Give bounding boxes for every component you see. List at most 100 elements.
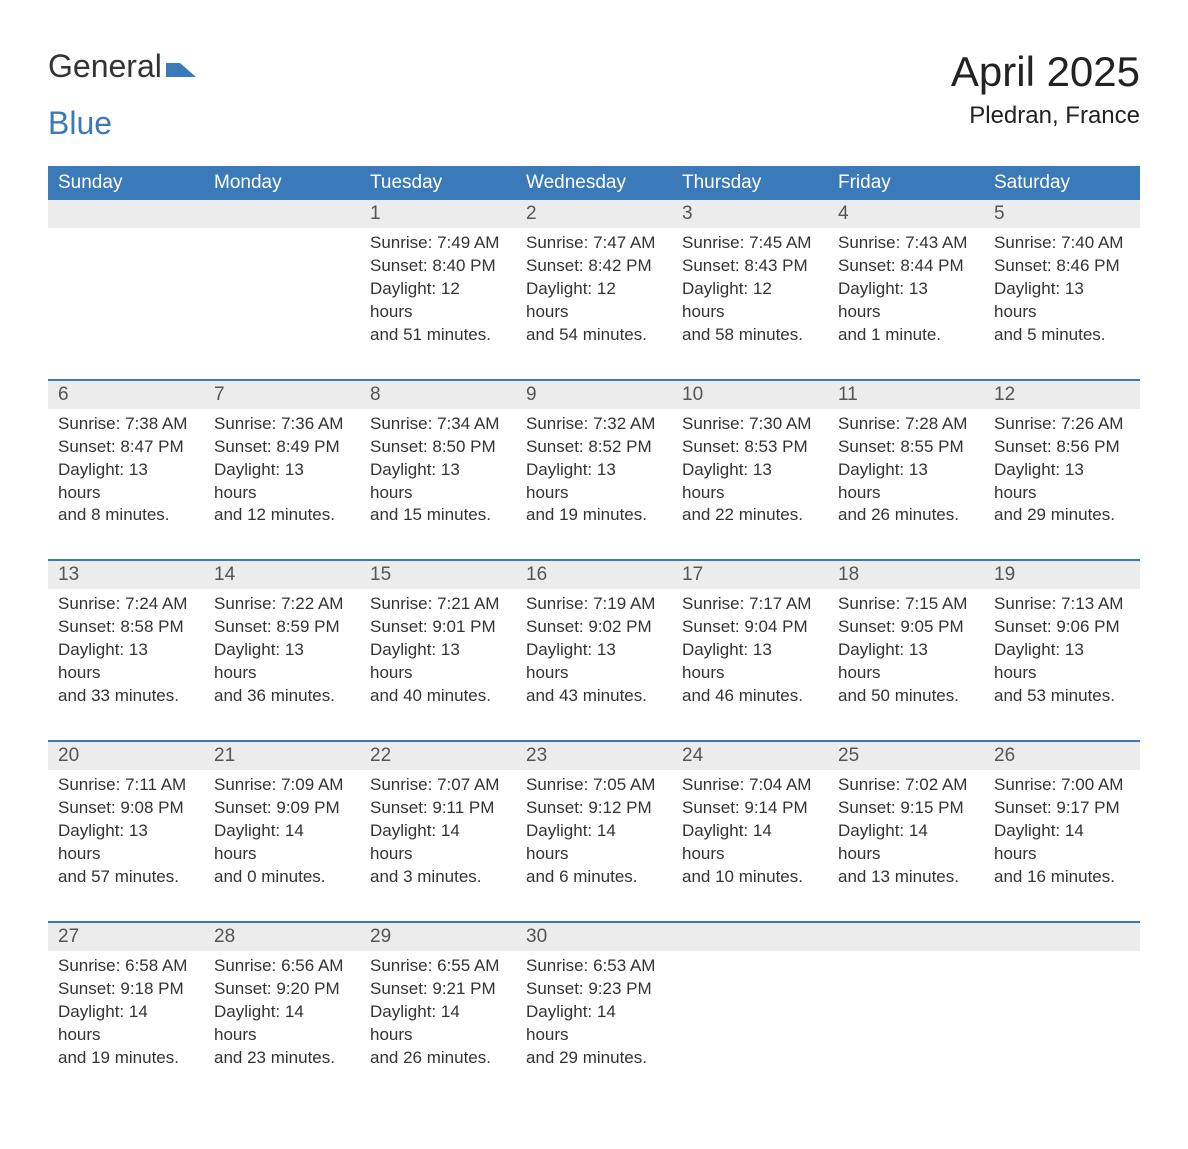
day-daylight1: Daylight: 14 hours (370, 820, 506, 866)
day-daylight1: Daylight: 14 hours (214, 820, 350, 866)
weekday-label: Wednesday (516, 166, 672, 200)
day-daylight1: Daylight: 13 hours (994, 639, 1130, 685)
day-sunset: Sunset: 9:21 PM (370, 978, 506, 1001)
logo: General Blue (48, 48, 196, 142)
day-sunset: Sunset: 8:58 PM (58, 616, 194, 639)
day-daylight1: Daylight: 13 hours (682, 459, 818, 505)
day-cell: Sunrise: 7:40 AMSunset: 8:46 PMDaylight:… (984, 228, 1140, 351)
day-cell: Sunrise: 7:38 AMSunset: 8:47 PMDaylight:… (48, 409, 204, 532)
day-daylight1: Daylight: 13 hours (214, 459, 350, 505)
day-daylight1: Daylight: 13 hours (58, 459, 194, 505)
day-sunset: Sunset: 9:08 PM (58, 797, 194, 820)
day-sunrise: Sunrise: 7:19 AM (526, 593, 662, 616)
day-daylight1: Daylight: 13 hours (682, 639, 818, 685)
day-number: 16 (516, 561, 672, 589)
day-cell: Sunrise: 7:26 AMSunset: 8:56 PMDaylight:… (984, 409, 1140, 532)
day-cell: Sunrise: 7:30 AMSunset: 8:53 PMDaylight:… (672, 409, 828, 532)
day-sunrise: Sunrise: 7:36 AM (214, 413, 350, 436)
day-cell (828, 951, 984, 1074)
day-cell: Sunrise: 7:43 AMSunset: 8:44 PMDaylight:… (828, 228, 984, 351)
day-cell (672, 951, 828, 1074)
day-sunset: Sunset: 9:17 PM (994, 797, 1130, 820)
day-daylight2: and 43 minutes. (526, 685, 662, 708)
day-sunrise: Sunrise: 7:28 AM (838, 413, 974, 436)
day-cell: Sunrise: 7:49 AMSunset: 8:40 PMDaylight:… (360, 228, 516, 351)
weekday-label: Tuesday (360, 166, 516, 200)
day-daylight1: Daylight: 13 hours (994, 459, 1130, 505)
day-daylight2: and 12 minutes. (214, 504, 350, 527)
day-daylight2: and 19 minutes. (58, 1047, 194, 1070)
day-cell (204, 228, 360, 351)
day-number: 4 (828, 200, 984, 228)
day-daylight1: Daylight: 12 hours (370, 278, 506, 324)
weeks-container: 12345Sunrise: 7:49 AMSunset: 8:40 PMDayl… (48, 200, 1140, 1101)
day-number: 6 (48, 381, 204, 409)
day-cell: Sunrise: 7:07 AMSunset: 9:11 PMDaylight:… (360, 770, 516, 893)
day-sunset: Sunset: 9:15 PM (838, 797, 974, 820)
day-sunset: Sunset: 8:40 PM (370, 255, 506, 278)
day-daylight2: and 15 minutes. (370, 504, 506, 527)
day-sunset: Sunset: 9:18 PM (58, 978, 194, 1001)
day-sunset: Sunset: 9:06 PM (994, 616, 1130, 639)
day-number: 15 (360, 561, 516, 589)
day-cell: Sunrise: 6:55 AMSunset: 9:21 PMDaylight:… (360, 951, 516, 1074)
day-daylight1: Daylight: 13 hours (214, 639, 350, 685)
day-daylight2: and 3 minutes. (370, 866, 506, 889)
day-number (828, 923, 984, 951)
day-cell: Sunrise: 7:04 AMSunset: 9:14 PMDaylight:… (672, 770, 828, 893)
day-daylight2: and 26 minutes. (370, 1047, 506, 1070)
day-daylight2: and 50 minutes. (838, 685, 974, 708)
day-daylight1: Daylight: 13 hours (370, 639, 506, 685)
day-sunset: Sunset: 8:49 PM (214, 436, 350, 459)
content-row: Sunrise: 7:11 AMSunset: 9:08 PMDaylight:… (48, 770, 1140, 921)
day-daylight1: Daylight: 13 hours (838, 278, 974, 324)
day-cell: Sunrise: 6:58 AMSunset: 9:18 PMDaylight:… (48, 951, 204, 1074)
day-daylight2: and 13 minutes. (838, 866, 974, 889)
day-number: 27 (48, 923, 204, 951)
day-daylight1: Daylight: 13 hours (370, 459, 506, 505)
day-sunrise: Sunrise: 7:30 AM (682, 413, 818, 436)
day-sunset: Sunset: 9:04 PM (682, 616, 818, 639)
day-sunrise: Sunrise: 7:24 AM (58, 593, 194, 616)
day-cell: Sunrise: 7:45 AMSunset: 8:43 PMDaylight:… (672, 228, 828, 351)
day-sunset: Sunset: 8:59 PM (214, 616, 350, 639)
day-cell: Sunrise: 6:56 AMSunset: 9:20 PMDaylight:… (204, 951, 360, 1074)
day-sunrise: Sunrise: 7:22 AM (214, 593, 350, 616)
weekday-header-row: SundayMondayTuesdayWednesdayThursdayFrid… (48, 166, 1140, 200)
day-cell: Sunrise: 7:21 AMSunset: 9:01 PMDaylight:… (360, 589, 516, 712)
logo-text-1: General (48, 48, 162, 84)
day-sunset: Sunset: 8:56 PM (994, 436, 1130, 459)
day-cell: Sunrise: 7:00 AMSunset: 9:17 PMDaylight:… (984, 770, 1140, 893)
day-number: 14 (204, 561, 360, 589)
day-daylight1: Daylight: 12 hours (526, 278, 662, 324)
day-sunset: Sunset: 9:05 PM (838, 616, 974, 639)
day-daylight1: Daylight: 13 hours (58, 639, 194, 685)
day-daylight2: and 36 minutes. (214, 685, 350, 708)
day-number: 13 (48, 561, 204, 589)
day-sunrise: Sunrise: 7:04 AM (682, 774, 818, 797)
day-number: 29 (360, 923, 516, 951)
day-sunset: Sunset: 9:09 PM (214, 797, 350, 820)
day-daylight2: and 16 minutes. (994, 866, 1130, 889)
day-daylight1: Daylight: 14 hours (994, 820, 1130, 866)
day-daylight2: and 40 minutes. (370, 685, 506, 708)
day-daylight1: Daylight: 14 hours (370, 1001, 506, 1047)
day-number (48, 200, 204, 228)
day-sunrise: Sunrise: 7:09 AM (214, 774, 350, 797)
day-cell: Sunrise: 7:34 AMSunset: 8:50 PMDaylight:… (360, 409, 516, 532)
day-number: 22 (360, 742, 516, 770)
day-number: 10 (672, 381, 828, 409)
day-sunrise: Sunrise: 6:53 AM (526, 955, 662, 978)
daynum-row: 12345 (48, 200, 1140, 228)
day-sunrise: Sunrise: 7:07 AM (370, 774, 506, 797)
day-number: 25 (828, 742, 984, 770)
day-sunrise: Sunrise: 7:32 AM (526, 413, 662, 436)
day-cell: Sunrise: 7:24 AMSunset: 8:58 PMDaylight:… (48, 589, 204, 712)
day-cell: Sunrise: 6:53 AMSunset: 9:23 PMDaylight:… (516, 951, 672, 1074)
day-sunset: Sunset: 9:01 PM (370, 616, 506, 639)
day-cell: Sunrise: 7:02 AMSunset: 9:15 PMDaylight:… (828, 770, 984, 893)
day-daylight2: and 8 minutes. (58, 504, 194, 527)
day-number (204, 200, 360, 228)
day-sunrise: Sunrise: 7:26 AM (994, 413, 1130, 436)
day-daylight2: and 33 minutes. (58, 685, 194, 708)
